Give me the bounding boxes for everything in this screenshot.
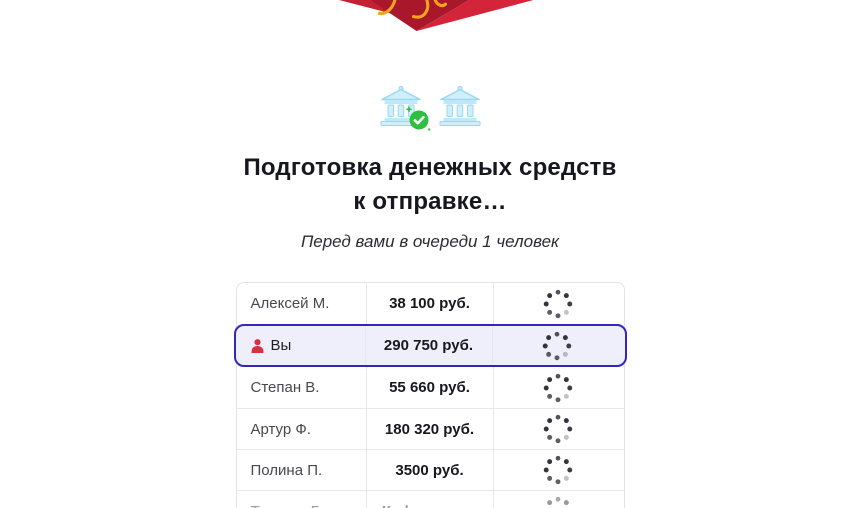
queue-amount-cell: 290 750 руб. bbox=[364, 326, 492, 365]
gift-ribbon-graphic bbox=[339, 0, 534, 31]
queue-name: Артур Ф. bbox=[250, 420, 311, 438]
dot-spinner-icon bbox=[543, 414, 572, 444]
bank-sender bbox=[378, 85, 430, 131]
queue-status-cell bbox=[491, 326, 621, 365]
queue-name: Вы bbox=[270, 337, 292, 354]
queue-amount-cell: 180 320 руб. bbox=[365, 409, 493, 449]
queue-name: Полина П. bbox=[250, 461, 323, 479]
gold-script-icon bbox=[377, 0, 448, 19]
dot-spinner-icon bbox=[543, 455, 572, 485]
table-row: Татьяна Г. Кофемаши… bbox=[236, 490, 624, 508]
queue-amount-cell: 55 660 руб. bbox=[365, 367, 493, 408]
queue-table: Алексей М. 38 100 руб. Вы 290 750 руб. bbox=[233, 282, 627, 508]
queue-name: Степан В. bbox=[250, 379, 320, 396]
table-row: Степан В. 55 660 руб. bbox=[237, 367, 624, 408]
bank-receiver bbox=[437, 85, 483, 127]
queue-name-cell: Артур Ф. bbox=[237, 409, 366, 449]
queue-status-cell bbox=[492, 367, 622, 408]
banks-row bbox=[0, 85, 860, 131]
queue-amount-cell: 3500 руб. bbox=[365, 450, 493, 490]
page-title-line1: Подготовка денежных средств bbox=[243, 154, 617, 181]
person-icon bbox=[251, 338, 263, 353]
dot-spinner-icon bbox=[542, 331, 571, 360]
queue-name-cell: Вы bbox=[236, 326, 365, 365]
table-row: Полина П. 3500 руб. bbox=[236, 449, 624, 490]
check-badge-icon bbox=[405, 106, 430, 131]
queue-status-cell bbox=[492, 491, 622, 508]
page-title: Подготовка денежных средств к отправке… bbox=[0, 151, 860, 219]
table-row: Артур Ф. 180 320 руб. bbox=[236, 408, 624, 449]
queue-name-cell: Алексей М. bbox=[237, 283, 366, 324]
dot-spinner-icon bbox=[543, 373, 572, 402]
queue-name-cell: Степан В. bbox=[237, 367, 366, 408]
table-row: Алексей М. 38 100 руб. bbox=[237, 283, 624, 324]
page-title-line2: к отправке… bbox=[353, 188, 507, 215]
queue-amount-cell: Кофемаши… bbox=[365, 491, 493, 508]
queue-amount-cell: 38 100 руб. bbox=[365, 283, 493, 324]
dot-spinner-icon bbox=[546, 496, 569, 506]
bank-icon bbox=[439, 85, 480, 126]
queue-name-cell: Татьяна Г. bbox=[237, 491, 366, 508]
table-row-current-user: Вы 290 750 руб. bbox=[233, 324, 627, 367]
queue-status-text: Перед вами в очереди 1 человек bbox=[300, 232, 560, 251]
queue-name: Алексей М. bbox=[250, 295, 330, 312]
queue-status-cell bbox=[492, 450, 622, 490]
queue-name: Татьяна Г. bbox=[251, 503, 322, 508]
queue-name-cell: Полина П. bbox=[237, 450, 366, 490]
queue-status-cell bbox=[492, 409, 622, 449]
dot-spinner-icon bbox=[543, 289, 572, 318]
queue-status-cell bbox=[492, 283, 622, 324]
